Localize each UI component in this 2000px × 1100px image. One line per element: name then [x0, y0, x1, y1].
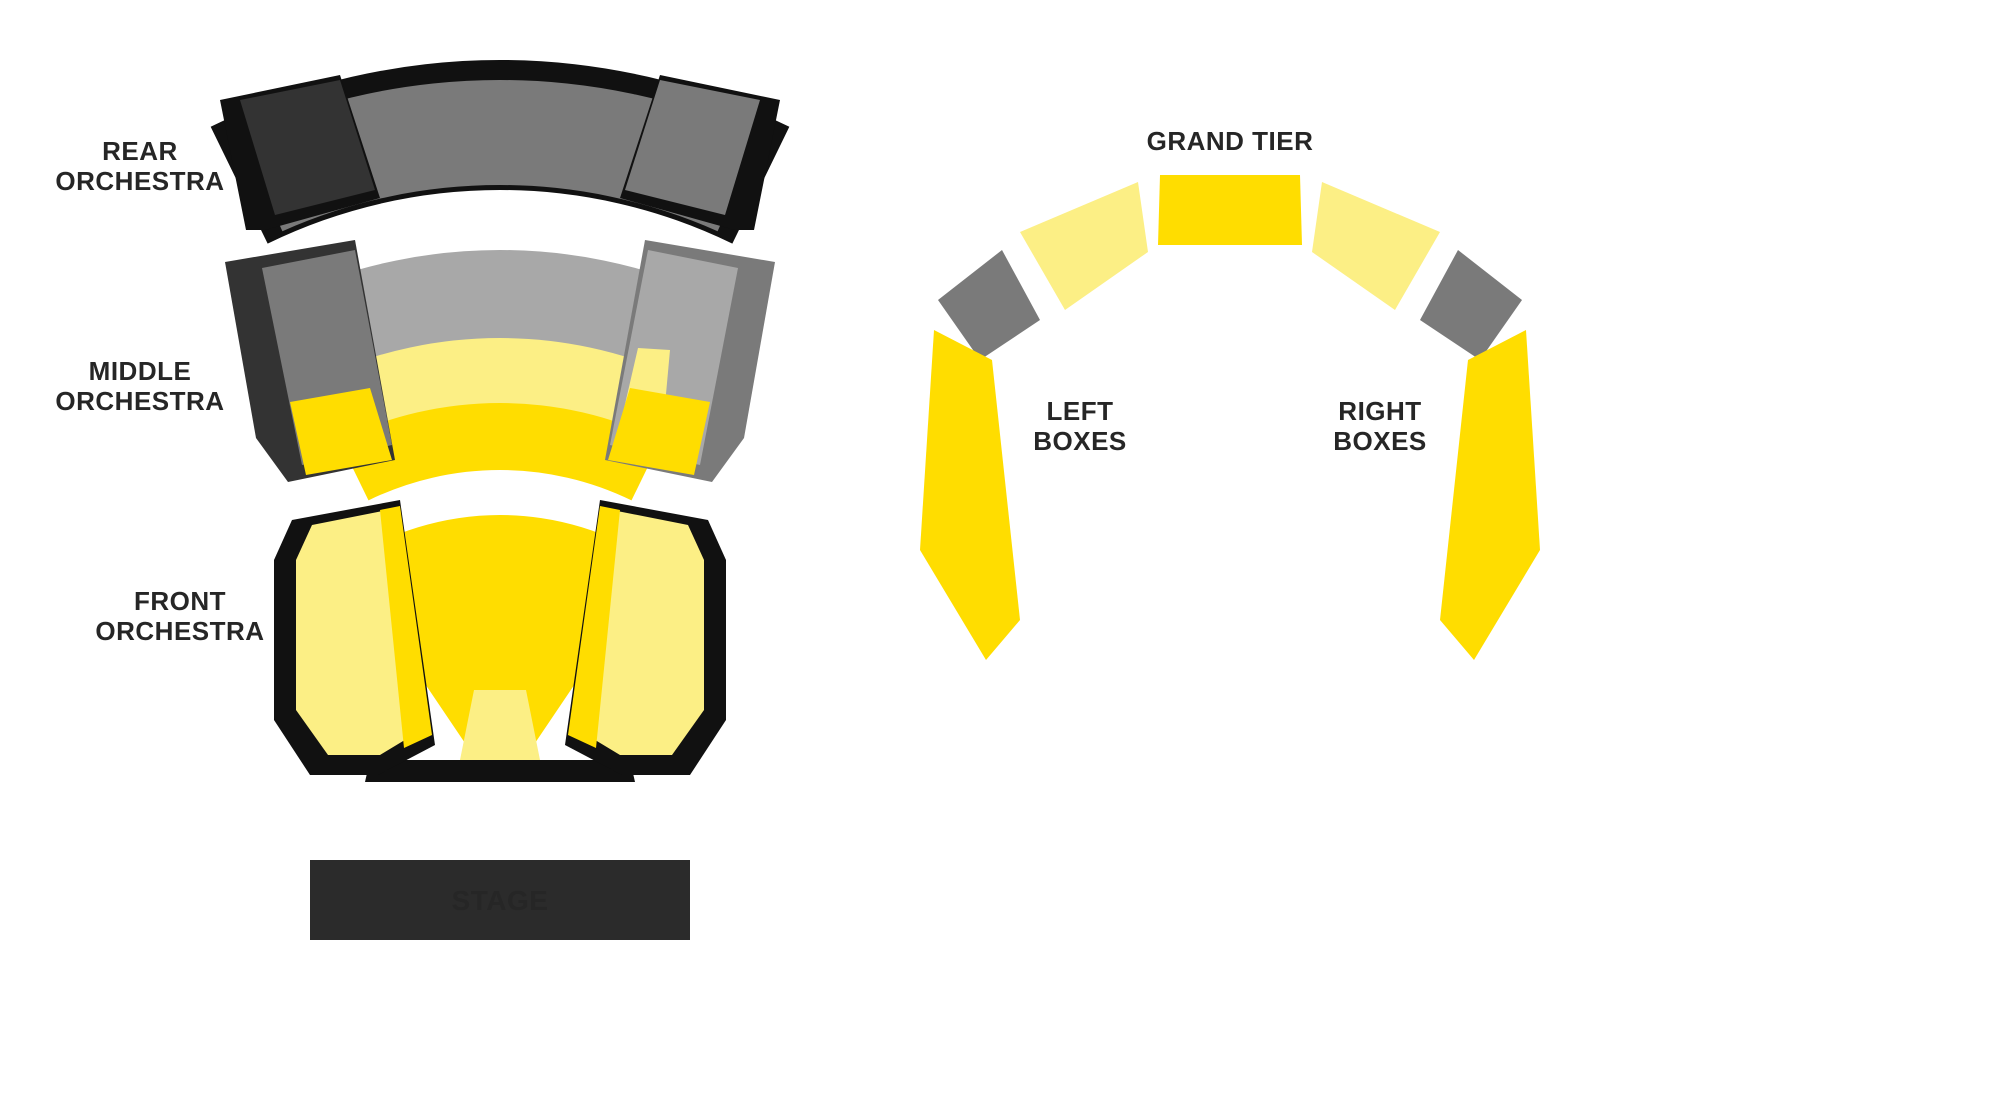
- stage-label: STAGE: [452, 885, 549, 916]
- label-rear-orchestra: REARORCHESTRA: [55, 136, 224, 196]
- grand-tier-right: [1312, 182, 1440, 310]
- label-middle-orchestra: MIDDLEORCHESTRA: [55, 356, 224, 416]
- label-front-orchestra: FRONTORCHESTRA: [95, 586, 264, 646]
- right-boxes: [1440, 330, 1540, 660]
- label-left-boxes: LEFTBOXES: [1033, 396, 1127, 456]
- front-center-wedge: [460, 690, 540, 760]
- balcony-group: [920, 175, 1540, 660]
- grand-tier-left: [1020, 182, 1148, 310]
- label-grand-tier: GRAND TIER: [1147, 126, 1314, 156]
- left-boxes: [920, 330, 1020, 660]
- seating-chart: STAGE REARORCHESTRA MIDDLEORCHESTRA FRONTOR…: [0, 0, 2000, 1100]
- orchestra-group: [211, 60, 790, 940]
- grand-tier-center: [1158, 175, 1302, 245]
- front-center-base: [365, 760, 635, 782]
- label-right-boxes: RIGHTBOXES: [1333, 396, 1427, 456]
